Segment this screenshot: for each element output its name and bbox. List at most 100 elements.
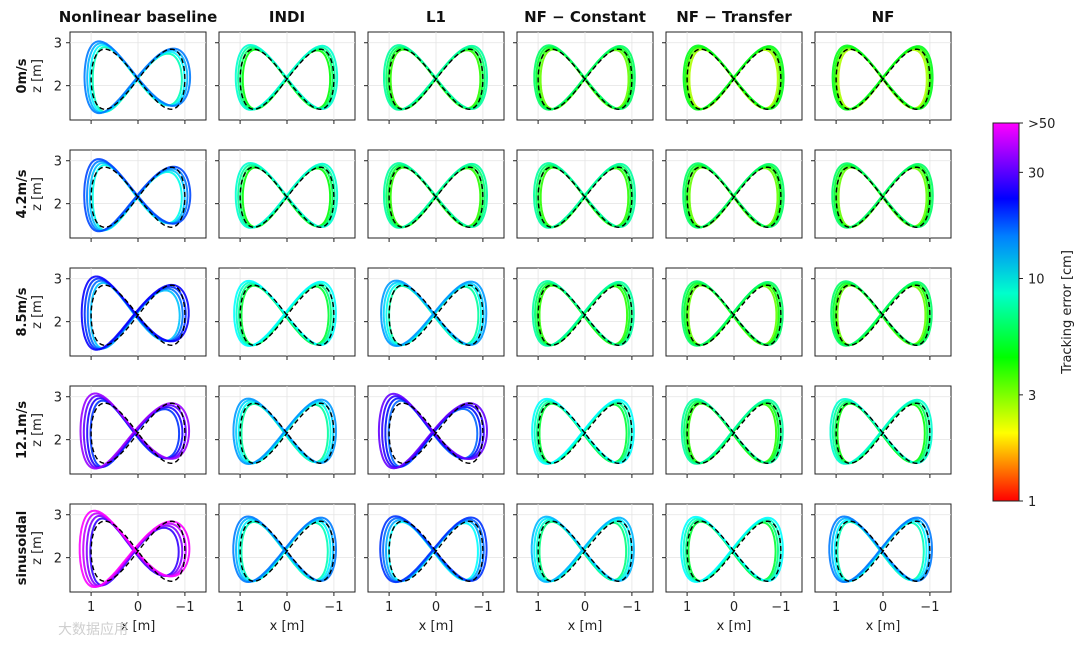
reference-trajectory [537,520,633,583]
x-tick-label: −1 [473,600,492,615]
subplot-1-2 [364,149,505,242]
y-tick-label: 3 [54,391,62,406]
subplot-0-1 [215,31,356,124]
reference-trajectory [537,402,633,465]
subplot-0-5 [811,31,952,124]
subplot-1-0 [66,149,207,242]
column-title: NF [872,8,895,26]
reference-trajectory [90,520,186,583]
y-tick-label: 3 [54,273,62,288]
x-axis-label: x [m] [866,619,901,634]
colorbar-tick-label: 1 [1028,495,1036,510]
y-axis-label: z [m] [30,177,45,211]
x-axis-label: x [m] [717,619,752,634]
colorbar-label: Tracking error [cm] [1060,250,1075,375]
reference-trajectory [537,48,633,111]
reference-trajectory [239,284,335,347]
reference-trajectory [239,48,335,111]
reference-trajectory [686,166,782,229]
reference-trajectory [90,48,186,111]
x-tick-label: 1 [87,600,95,615]
reference-trajectory [388,284,484,347]
reference-trajectory [686,284,782,347]
reference-trajectory [686,48,782,111]
y-axis-label: z [m] [30,295,45,329]
reference-trajectory [388,520,484,583]
reference-trajectory [835,48,931,111]
y-tick-label: 2 [54,434,62,449]
x-tick-label: 0 [432,600,440,615]
subplot-4-1 [215,503,356,596]
x-tick-label: −1 [175,600,194,615]
x-tick-label: −1 [771,600,790,615]
reference-trajectory [835,166,931,229]
x-tick-label: 0 [134,600,142,615]
reference-trajectory [239,166,335,229]
x-tick-label: 1 [236,600,244,615]
y-axis-label: z [m] [30,531,45,565]
trajectory-lap [533,162,636,229]
subplot-2-2 [364,267,505,360]
colorbar-tick-label: 30 [1028,166,1045,181]
subplot-2-5 [811,267,952,360]
subplot-1-3 [513,149,654,242]
trajectory-lap [383,44,488,111]
x-tick-label: 1 [832,600,840,615]
row-label: 4.2m/s [15,169,30,218]
x-axis-label: x [m] [419,619,454,634]
column-title: NF − Transfer [676,8,792,26]
subplot-1-4 [662,149,803,242]
subplot-4-5 [811,503,952,596]
y-axis-label: z [m] [30,59,45,93]
reference-trajectory [835,284,931,347]
subplot-0-4 [662,31,803,124]
row-label: 0m/s [15,58,30,93]
trajectory-lap [83,40,192,115]
colorbar-tick-label: >50 [1028,117,1055,132]
x-tick-label: −1 [622,600,641,615]
row-label: 8.5m/s [15,287,30,336]
reference-trajectory [835,402,931,465]
subplot-1-5 [811,149,952,242]
reference-trajectory [835,520,931,583]
subplot-4-4 [662,503,803,596]
subplot-4-2 [364,503,505,596]
y-axis-label: z [m] [30,413,45,447]
reference-trajectory [686,520,782,583]
row-label: sinusoidal [15,511,30,585]
subplot-3-1 [215,385,356,478]
subplot-3-3 [513,385,654,478]
colorbar: 1 3 10 30 >50 Tracking error [cm] [992,117,1075,510]
x-tick-label: 1 [683,600,691,615]
y-tick-label: 2 [54,552,62,567]
x-tick-label: −1 [324,600,343,615]
subplot-grid [66,31,952,596]
subplot-2-0 [66,267,207,360]
y-tick-label: 2 [54,198,62,213]
subplot-0-2 [364,31,505,124]
reference-trajectory [239,520,335,583]
x-axis-label: x [m] [568,619,603,634]
colorbar-tick-label: 3 [1028,389,1036,404]
reference-trajectory [90,284,186,347]
trajectory-lap [379,515,488,584]
subplot-4-3 [513,503,654,596]
colorbar-tick-label: 10 [1028,273,1045,288]
subplot-3-5 [811,385,952,478]
subplot-2-4 [662,267,803,360]
x-tick-label: 0 [283,600,291,615]
watermark-text: 大数据应用 [58,621,128,638]
y-tick-label: 2 [54,316,62,331]
x-tick-label: 0 [879,600,887,615]
column-title: INDI [269,8,305,26]
x-axis-label: x [m] [270,619,305,634]
x-tick-label: 0 [581,600,589,615]
y-tick-label: 3 [54,509,62,524]
subplot-3-2 [364,385,505,478]
column-title: L1 [426,8,446,26]
reference-trajectory [90,166,186,229]
x-tick-label: 0 [730,600,738,615]
colorbar-gradient [992,122,1020,502]
y-tick-label: 2 [54,80,62,95]
